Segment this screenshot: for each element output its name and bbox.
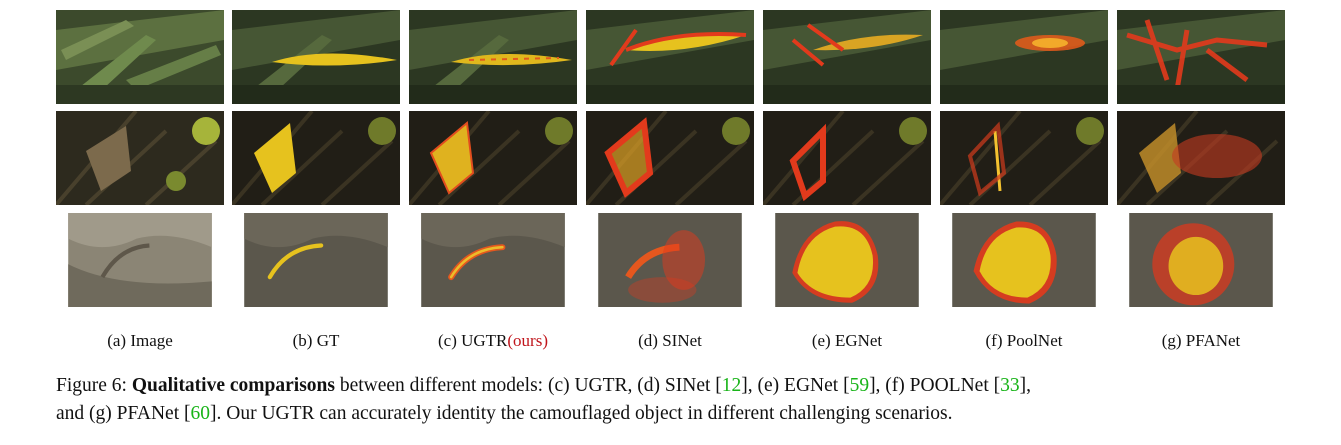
figure-grid — [56, 10, 1285, 307]
row3-gt — [232, 213, 400, 307]
row2-pfanet — [1117, 111, 1285, 205]
citation-link[interactable]: 33 — [1000, 375, 1020, 396]
row1-image — [56, 10, 224, 104]
caption-bold: Qualitative comparisons — [131, 375, 335, 396]
citation-link[interactable]: 12 — [721, 375, 742, 396]
column-label-pfanet: (g) PFANet — [1161, 331, 1241, 350]
row3-image — [56, 213, 224, 307]
row3-pfanet — [1117, 213, 1285, 307]
figure-caption: Figure 6: Qualitative comparisons betwee… — [56, 372, 1336, 428]
row2-sinet — [586, 111, 754, 205]
row1-ugtr — [409, 10, 577, 104]
column-label-image: (a) Image — [107, 331, 173, 350]
caption-line-1: Figure 6: Qualitative comparisons betwee… — [56, 375, 1031, 396]
citation-link[interactable]: 59 — [849, 375, 870, 396]
row1-sinet — [586, 10, 754, 104]
column-label-gt: (b) GT — [292, 331, 340, 350]
row3-egnet — [763, 213, 931, 307]
column-label-ugtr: (c) UGTR(ours) — [437, 331, 548, 350]
row2-poolnet — [940, 111, 1108, 205]
row1-gt — [232, 10, 400, 104]
column-label-poolnet: (f) PoolNet — [985, 331, 1063, 350]
caption-line-2: and (g) PFANet [60]. Our UGTR can accura… — [56, 403, 953, 424]
column-label-sinet: (d) SINet — [638, 331, 702, 350]
row2-gt — [232, 111, 400, 205]
ours-marker: (ours) — [507, 331, 548, 350]
row2-ugtr — [409, 111, 577, 205]
row1-egnet — [763, 10, 931, 104]
citation-link[interactable]: 60 — [190, 403, 211, 424]
row2-image — [56, 111, 224, 205]
row1-poolnet — [940, 10, 1108, 104]
column-label-egnet: (e) EGNet — [811, 331, 883, 350]
row3-sinet — [586, 213, 754, 307]
row1-pfanet — [1117, 10, 1285, 104]
row2-egnet — [763, 111, 931, 205]
row3-ugtr — [409, 213, 577, 307]
row3-poolnet — [940, 213, 1108, 307]
